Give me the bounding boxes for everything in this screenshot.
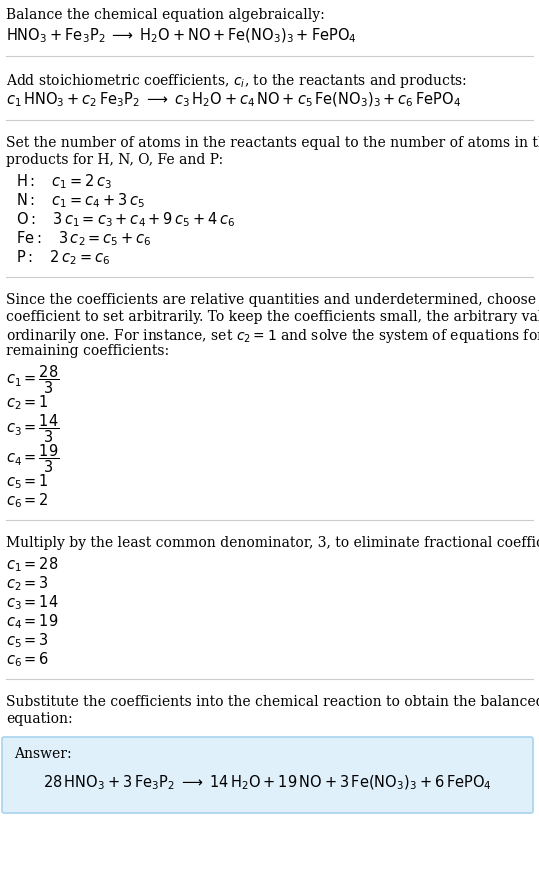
Text: $\mathrm{O{:}}\quad 3\,c_1 = c_3 + c_4 + 9\,c_5 + 4\,c_6$: $\mathrm{O{:}}\quad 3\,c_1 = c_3 + c_4 +… <box>16 210 235 229</box>
Text: $c_6 = 2$: $c_6 = 2$ <box>6 491 49 510</box>
Text: $c_4 = \dfrac{19}{3}$: $c_4 = \dfrac{19}{3}$ <box>6 442 60 474</box>
Text: Balance the chemical equation algebraically:: Balance the chemical equation algebraica… <box>6 8 325 22</box>
Text: $c_2 = 3$: $c_2 = 3$ <box>6 574 49 593</box>
FancyBboxPatch shape <box>2 737 533 813</box>
Text: remaining coefficients:: remaining coefficients: <box>6 344 169 358</box>
Text: Answer:: Answer: <box>14 747 72 761</box>
Text: $\mathrm{P{:}}\quad 2\,c_2 = c_6$: $\mathrm{P{:}}\quad 2\,c_2 = c_6$ <box>16 248 110 267</box>
Text: $\mathrm{H{:}}\quad c_1 = 2\,c_3$: $\mathrm{H{:}}\quad c_1 = 2\,c_3$ <box>16 172 112 190</box>
Text: $c_5 = 1$: $c_5 = 1$ <box>6 472 49 490</box>
Text: $28\,\mathrm{HNO_3} + 3\,\mathrm{Fe_3P_2} \;\longrightarrow\; 14\,\mathrm{H_2O} : $28\,\mathrm{HNO_3} + 3\,\mathrm{Fe_3P_2… <box>43 773 492 792</box>
Text: $c_5 = 3$: $c_5 = 3$ <box>6 631 49 650</box>
Text: $\mathrm{Fe{:}}\quad 3\,c_2 = c_5 + c_6$: $\mathrm{Fe{:}}\quad 3\,c_2 = c_5 + c_6$ <box>16 229 152 247</box>
Text: Set the number of atoms in the reactants equal to the number of atoms in the: Set the number of atoms in the reactants… <box>6 136 539 150</box>
Text: Since the coefficients are relative quantities and underdetermined, choose a: Since the coefficients are relative quan… <box>6 293 539 307</box>
Text: Add stoichiometric coefficients, $c_i$, to the reactants and products:: Add stoichiometric coefficients, $c_i$, … <box>6 72 467 90</box>
Text: coefficient to set arbitrarily. To keep the coefficients small, the arbitrary va: coefficient to set arbitrarily. To keep … <box>6 310 539 324</box>
Text: $\mathrm{HNO_3 + Fe_3P_2 \;\longrightarrow\; H_2O + NO + Fe(NO_3)_3 + FePO_4}$: $\mathrm{HNO_3 + Fe_3P_2 \;\longrightarr… <box>6 27 357 45</box>
Text: products for H, N, O, Fe and P:: products for H, N, O, Fe and P: <box>6 153 223 167</box>
Text: $c_3 = \dfrac{14}{3}$: $c_3 = \dfrac{14}{3}$ <box>6 412 60 445</box>
Text: $c_4 = 19$: $c_4 = 19$ <box>6 612 59 631</box>
Text: $c_1\,\mathrm{HNO_3} + c_2\,\mathrm{Fe_3P_2} \;\longrightarrow\; c_3\,\mathrm{H_: $c_1\,\mathrm{HNO_3} + c_2\,\mathrm{Fe_3… <box>6 91 461 109</box>
Text: $c_1 = 28$: $c_1 = 28$ <box>6 555 59 574</box>
Text: ordinarily one. For instance, set $c_2 = 1$ and solve the system of equations fo: ordinarily one. For instance, set $c_2 =… <box>6 327 539 345</box>
Text: $c_6 = 6$: $c_6 = 6$ <box>6 650 50 668</box>
Text: $c_2 = 1$: $c_2 = 1$ <box>6 393 49 412</box>
Text: equation:: equation: <box>6 712 73 726</box>
Text: $c_3 = 14$: $c_3 = 14$ <box>6 593 59 611</box>
Text: Substitute the coefficients into the chemical reaction to obtain the balanced: Substitute the coefficients into the che… <box>6 695 539 709</box>
Text: $\mathrm{N{:}}\quad c_1 = c_4 + 3\,c_5$: $\mathrm{N{:}}\quad c_1 = c_4 + 3\,c_5$ <box>16 191 145 210</box>
Text: $c_1 = \dfrac{28}{3}$: $c_1 = \dfrac{28}{3}$ <box>6 363 60 395</box>
Text: Multiply by the least common denominator, 3, to eliminate fractional coefficient: Multiply by the least common denominator… <box>6 536 539 550</box>
